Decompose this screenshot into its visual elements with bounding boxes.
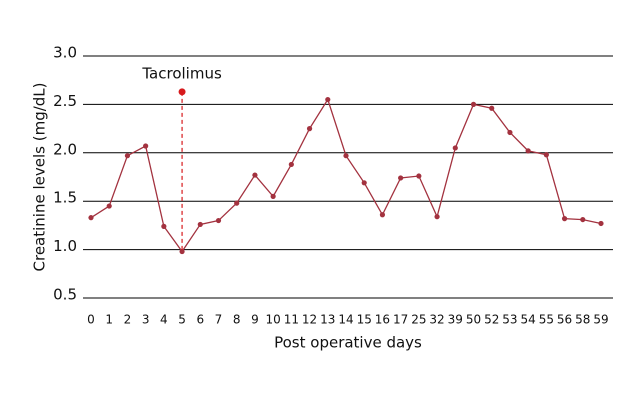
x-tick-label: 50 xyxy=(466,313,481,327)
annotation-text: Tacrolimus xyxy=(141,64,222,82)
x-tick-label: 2 xyxy=(124,313,132,327)
series-line xyxy=(90,98,602,253)
x-tick-label: 32 xyxy=(429,313,444,327)
data-point xyxy=(306,126,313,132)
data-point xyxy=(561,216,568,222)
x-tick-label: 5 xyxy=(178,313,186,327)
x-tick-label: 1 xyxy=(105,313,113,327)
data-point xyxy=(507,129,513,136)
data-point xyxy=(580,216,586,223)
data-point xyxy=(598,220,604,227)
x-tick-label: 7 xyxy=(215,313,223,327)
x-tick-label: 6 xyxy=(196,313,204,327)
x-tick-label: 4 xyxy=(160,313,168,327)
x-tick-label: 53 xyxy=(502,313,517,327)
y-tick-label: 3.0 xyxy=(53,44,77,62)
data-point xyxy=(489,105,495,111)
x-tick-label: 17 xyxy=(393,313,408,327)
data-point xyxy=(343,153,349,159)
x-tick-label: 54 xyxy=(521,313,536,327)
x-tick-label: 13 xyxy=(320,313,335,327)
data-point xyxy=(106,203,112,209)
data-point xyxy=(179,248,185,255)
x-tick-label: 3 xyxy=(142,313,150,327)
x-tick-label: 9 xyxy=(251,313,259,327)
x-tick-label: 14 xyxy=(338,313,353,327)
data-point xyxy=(215,217,222,224)
x-tick-label: 12 xyxy=(302,313,317,327)
data-point xyxy=(452,145,458,151)
x-tick-label: 16 xyxy=(375,313,390,327)
x-tick-label: 0 xyxy=(87,313,95,327)
data-point xyxy=(398,175,404,181)
data-point xyxy=(143,143,149,149)
y-tick-label: 0.5 xyxy=(53,286,77,304)
data-point xyxy=(361,180,367,186)
y-tick-label: 2.5 xyxy=(53,92,77,110)
data-point xyxy=(197,221,203,228)
data-point xyxy=(88,215,94,221)
data-point xyxy=(379,212,386,218)
x-tick-label: 39 xyxy=(448,313,463,327)
x-tick-label: 55 xyxy=(539,313,554,327)
x-tick-label: 52 xyxy=(484,313,499,327)
data-point xyxy=(124,153,131,159)
data-point xyxy=(416,173,422,179)
x-tick-label: 11 xyxy=(284,313,299,327)
data-point xyxy=(470,101,477,107)
x-axis-title: Post operative days xyxy=(274,334,422,352)
x-tick-label: 56 xyxy=(557,313,572,327)
data-point xyxy=(288,161,294,168)
y-tick-label: 2.0 xyxy=(53,140,77,158)
y-tick-label: 1.5 xyxy=(53,189,77,207)
x-tick-label: 8 xyxy=(233,313,241,327)
data-point xyxy=(434,214,440,220)
data-point xyxy=(525,148,531,154)
y-axis-title: Creatinine levels (mg/dL) xyxy=(31,83,49,272)
annotation-marker xyxy=(178,88,186,96)
x-tick-label: 15 xyxy=(357,313,372,327)
x-tick-label: 59 xyxy=(593,313,608,327)
y-tick-label: 1.0 xyxy=(53,237,77,255)
data-point xyxy=(270,193,276,199)
data-point xyxy=(252,172,258,178)
x-tick-label: 10 xyxy=(266,313,281,327)
data-point xyxy=(161,223,167,229)
x-tick-label: 58 xyxy=(575,313,590,327)
data-point xyxy=(234,200,240,206)
x-tick-label: 25 xyxy=(411,313,426,327)
data-point xyxy=(543,152,549,158)
data-point xyxy=(325,96,331,103)
